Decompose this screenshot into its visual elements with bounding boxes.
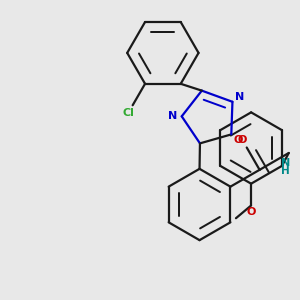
Text: O: O [246,207,256,218]
Text: H: H [281,166,290,176]
Text: Cl: Cl [122,108,134,118]
Text: O: O [234,135,243,145]
Text: N: N [168,111,177,121]
Text: N: N [281,158,290,168]
Text: N: N [235,92,244,102]
Text: O: O [238,135,247,145]
